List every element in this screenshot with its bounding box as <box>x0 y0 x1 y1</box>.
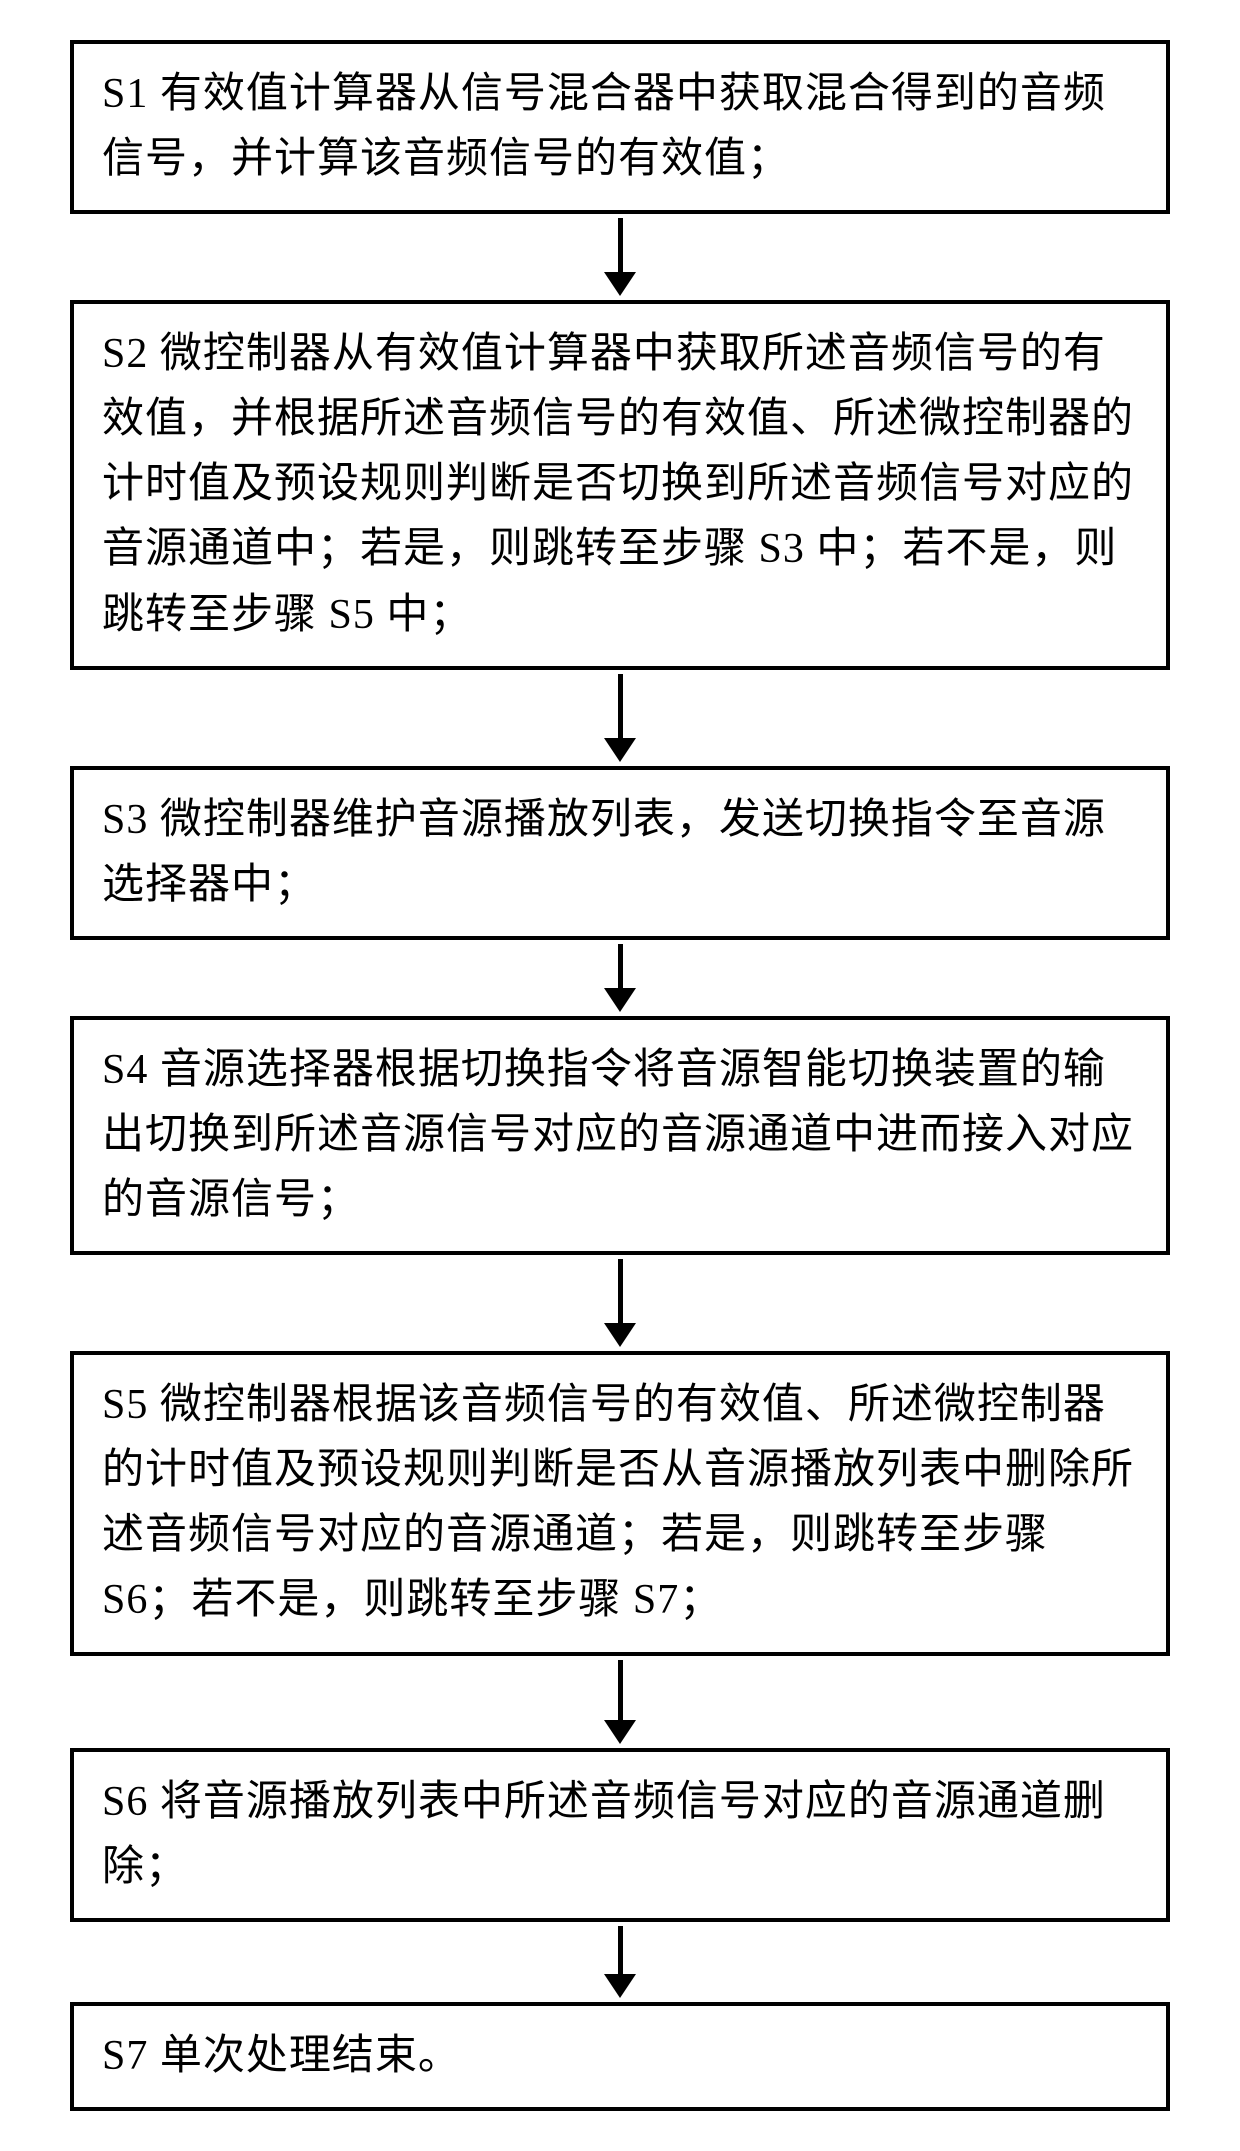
arrow-line <box>618 1259 623 1323</box>
step-s3: S3 微控制器维护音源播放列表，发送切换指令至音源选择器中； <box>70 766 1170 940</box>
arrow-head-icon <box>604 988 636 1012</box>
arrow-s4-s5 <box>604 1259 636 1347</box>
arrow-head-icon <box>604 738 636 762</box>
step-s1: S1 有效值计算器从信号混合器中获取混合得到的音频信号，并计算该音频信号的有效值… <box>70 40 1170 214</box>
step-s4: S4 音源选择器根据切换指令将音源智能切换装置的输出切换到所述音源信号对应的音源… <box>70 1016 1170 1255</box>
arrow-line <box>618 944 623 988</box>
arrow-head-icon <box>604 1974 636 1998</box>
arrow-line <box>618 1926 623 1974</box>
step-s5: S5 微控制器根据该音频信号的有效值、所述微控制器的计时值及预设规则判断是否从音… <box>70 1351 1170 1655</box>
step-s6: S6 将音源播放列表中所述音频信号对应的音源通道删除； <box>70 1748 1170 1922</box>
step-s2-text: S2 微控制器从有效值计算器中获取所述音频信号的有效值，并根据所述音频信号的有效… <box>102 331 1134 637</box>
arrow-s1-s2 <box>604 218 636 296</box>
step-s7: S7 单次处理结束。 <box>70 2002 1170 2111</box>
arrow-s5-s6 <box>604 1660 636 1744</box>
arrow-line <box>618 218 623 272</box>
step-s3-text: S3 微控制器维护音源播放列表，发送切换指令至音源选择器中； <box>102 797 1106 908</box>
arrow-s6-s7 <box>604 1926 636 1998</box>
arrow-head-icon <box>604 1323 636 1347</box>
step-s2: S2 微控制器从有效值计算器中获取所述音频信号的有效值，并根据所述音频信号的有效… <box>70 300 1170 669</box>
arrow-s3-s4 <box>604 944 636 1012</box>
flowchart-container: S1 有效值计算器从信号混合器中获取混合得到的音频信号，并计算该音频信号的有效值… <box>60 40 1180 2111</box>
arrow-s2-s3 <box>604 674 636 762</box>
step-s5-text: S5 微控制器根据该音频信号的有效值、所述微控制器的计时值及预设规则判断是否从音… <box>102 1382 1134 1623</box>
step-s6-text: S6 将音源播放列表中所述音频信号对应的音源通道删除； <box>102 1779 1106 1890</box>
arrow-line <box>618 674 623 738</box>
step-s4-text: S4 音源选择器根据切换指令将音源智能切换装置的输出切换到所述音源信号对应的音源… <box>102 1047 1134 1223</box>
step-s1-text: S1 有效值计算器从信号混合器中获取混合得到的音频信号，并计算该音频信号的有效值… <box>102 71 1106 182</box>
step-s7-text: S7 单次处理结束。 <box>102 2033 461 2079</box>
arrow-head-icon <box>604 1720 636 1744</box>
arrow-line <box>618 1660 623 1720</box>
arrow-head-icon <box>604 272 636 296</box>
